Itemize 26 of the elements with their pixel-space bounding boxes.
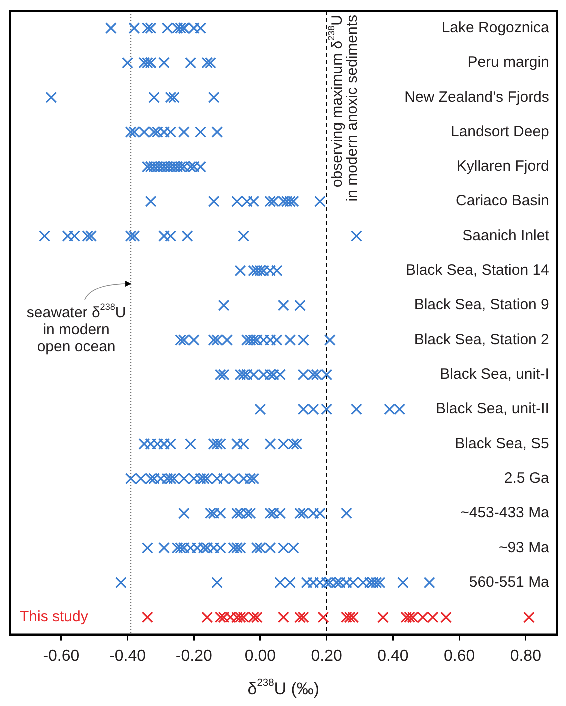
y-tick-label: Lake Rogoznica	[442, 19, 550, 36]
y-tick-label: This study	[20, 608, 89, 626]
x-tick-label: -0.60	[43, 648, 80, 665]
y-tick-label: Black Sea, S5	[455, 435, 550, 452]
y-tick-label: Kyllaren Fjord	[456, 158, 550, 176]
y-tick-label: Saanich Inlet	[462, 227, 550, 244]
x-tick-label: -0.40	[110, 648, 146, 665]
y-tick-label: New Zealand’s Fjords	[404, 88, 550, 106]
x-tick-label: 0.20	[311, 648, 342, 665]
y-tick-label: ~93 Ma	[498, 539, 550, 556]
x-tick-label: 0.80	[510, 648, 542, 665]
x-tick-label: -0.20	[176, 648, 212, 665]
y-tick-label: Black Sea, unit-II	[436, 400, 550, 418]
y-tick-label: Black Sea, Station 9	[414, 296, 550, 314]
x-tick-label: 0.00	[244, 648, 276, 665]
y-tick-label: 2.5 Ga	[504, 470, 550, 487]
y-tick-label: Black Sea, Station 2	[414, 331, 550, 348]
y-tick-label: ~453-433 Ma	[460, 504, 550, 522]
y-tick-label: Cariaco Basin	[456, 192, 550, 210]
x-tick-label: 0.40	[378, 648, 409, 665]
y-tick-label: Peru margin	[468, 54, 550, 72]
y-tick-label: Black Sea, unit-I	[440, 366, 550, 384]
y-tick-label: Landsort Deep	[451, 123, 550, 140]
x-tick-label: 0.60	[444, 648, 476, 665]
y-tick-label: 560-551 Ma	[469, 574, 550, 591]
y-tick-label: Black Sea, Station 14	[406, 262, 550, 280]
